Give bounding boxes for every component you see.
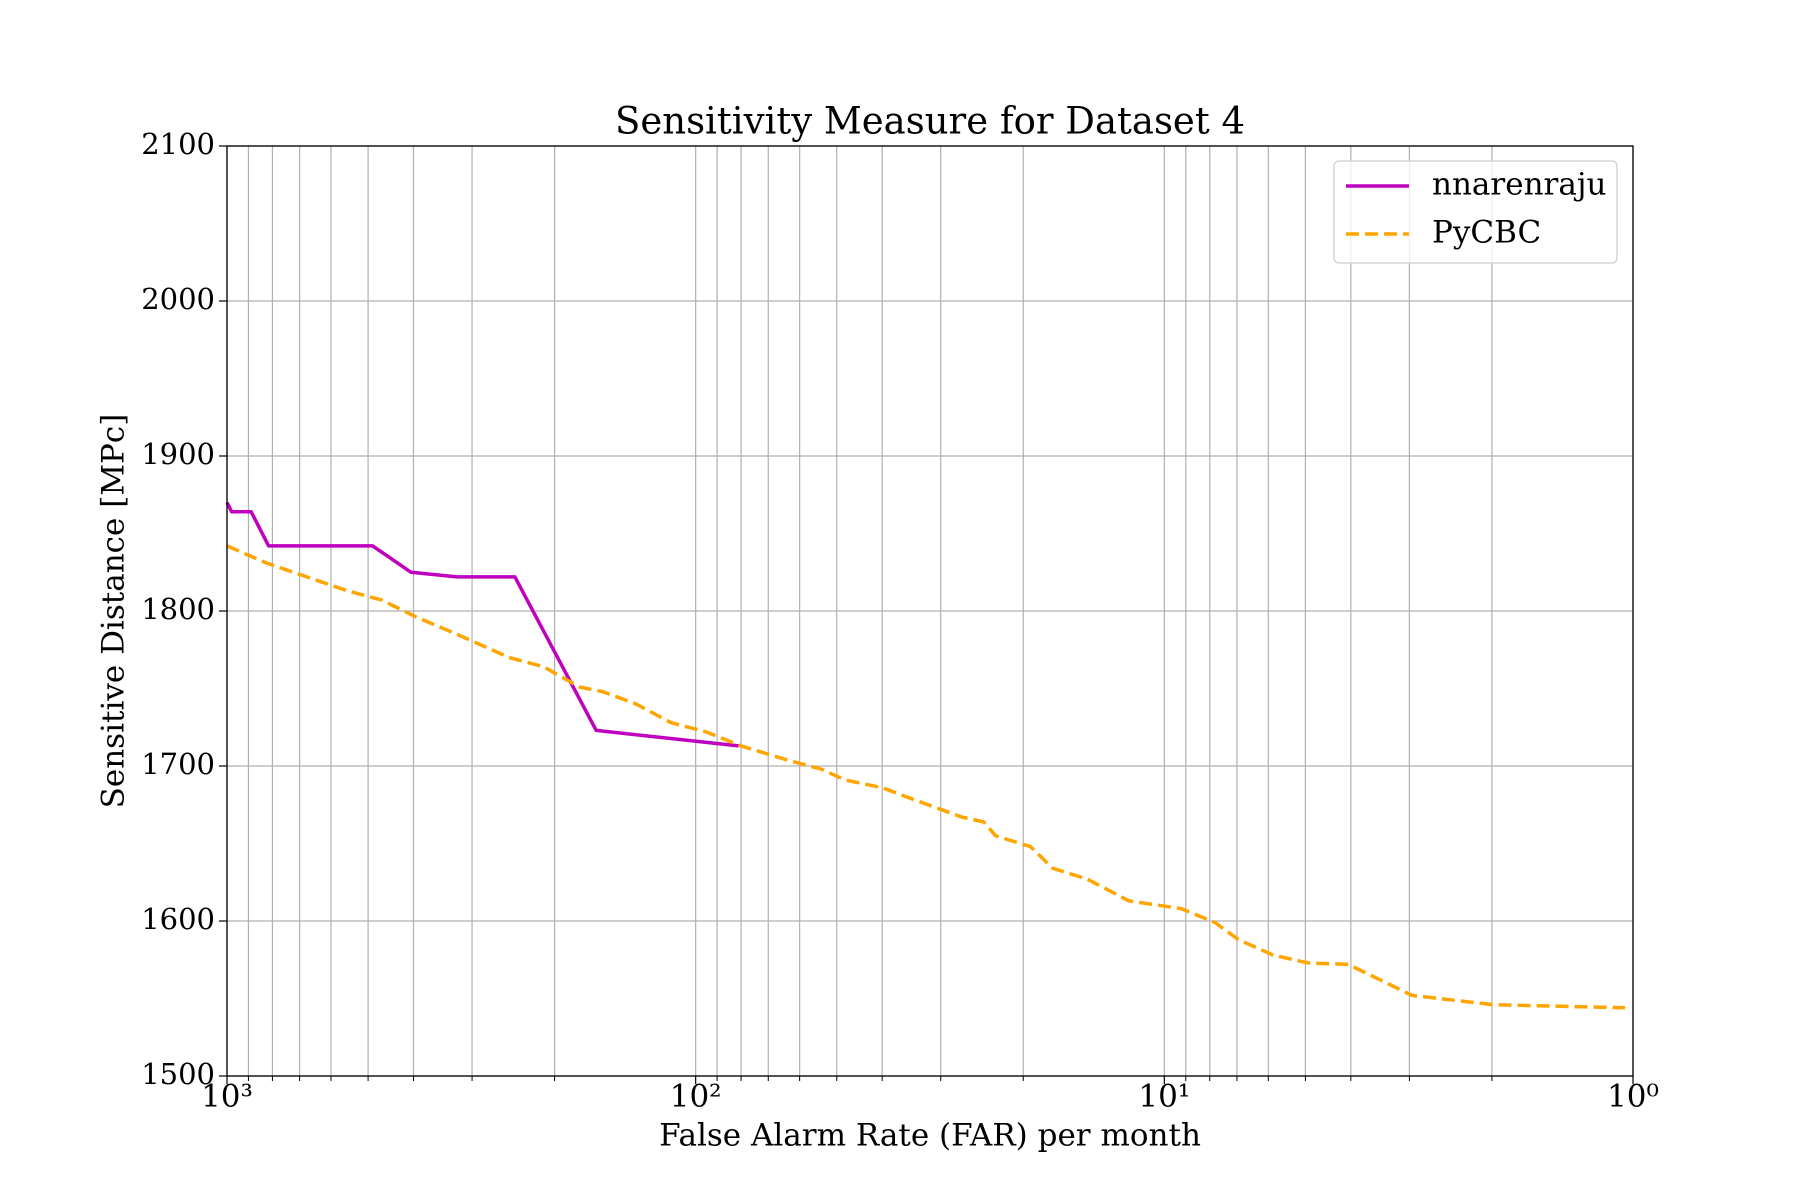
y-axis-label: Sensitive Distance [MPc] (96, 414, 132, 809)
y-tick-label: 2000 (141, 282, 215, 316)
y-tick-label: 1900 (141, 437, 215, 471)
x-tick-label: 10⁰ (1607, 1079, 1659, 1115)
x-tick-label: 10² (670, 1079, 722, 1115)
data-line (226, 544, 1626, 1010)
y-tick-label: 1500 (141, 1057, 215, 1091)
legend-label: nnarenraju (1432, 167, 1606, 203)
data-line (225, 501, 739, 748)
y-tick-label: 1700 (141, 747, 215, 781)
x-tick-label: 10¹ (1138, 1079, 1190, 1115)
chart-title: Sensitivity Measure for Dataset 4 (615, 100, 1245, 143)
x-tick-label: 10³ (201, 1079, 253, 1115)
y-tick-label: 1800 (141, 592, 215, 626)
x-axis-label: False Alarm Rate (FAR) per month (659, 1118, 1201, 1154)
plot-frame (226, 145, 1634, 1077)
y-tick-label: 1600 (141, 902, 215, 936)
legend-label: PyCBC (1432, 215, 1541, 251)
y-tick-label: 2100 (141, 127, 215, 161)
